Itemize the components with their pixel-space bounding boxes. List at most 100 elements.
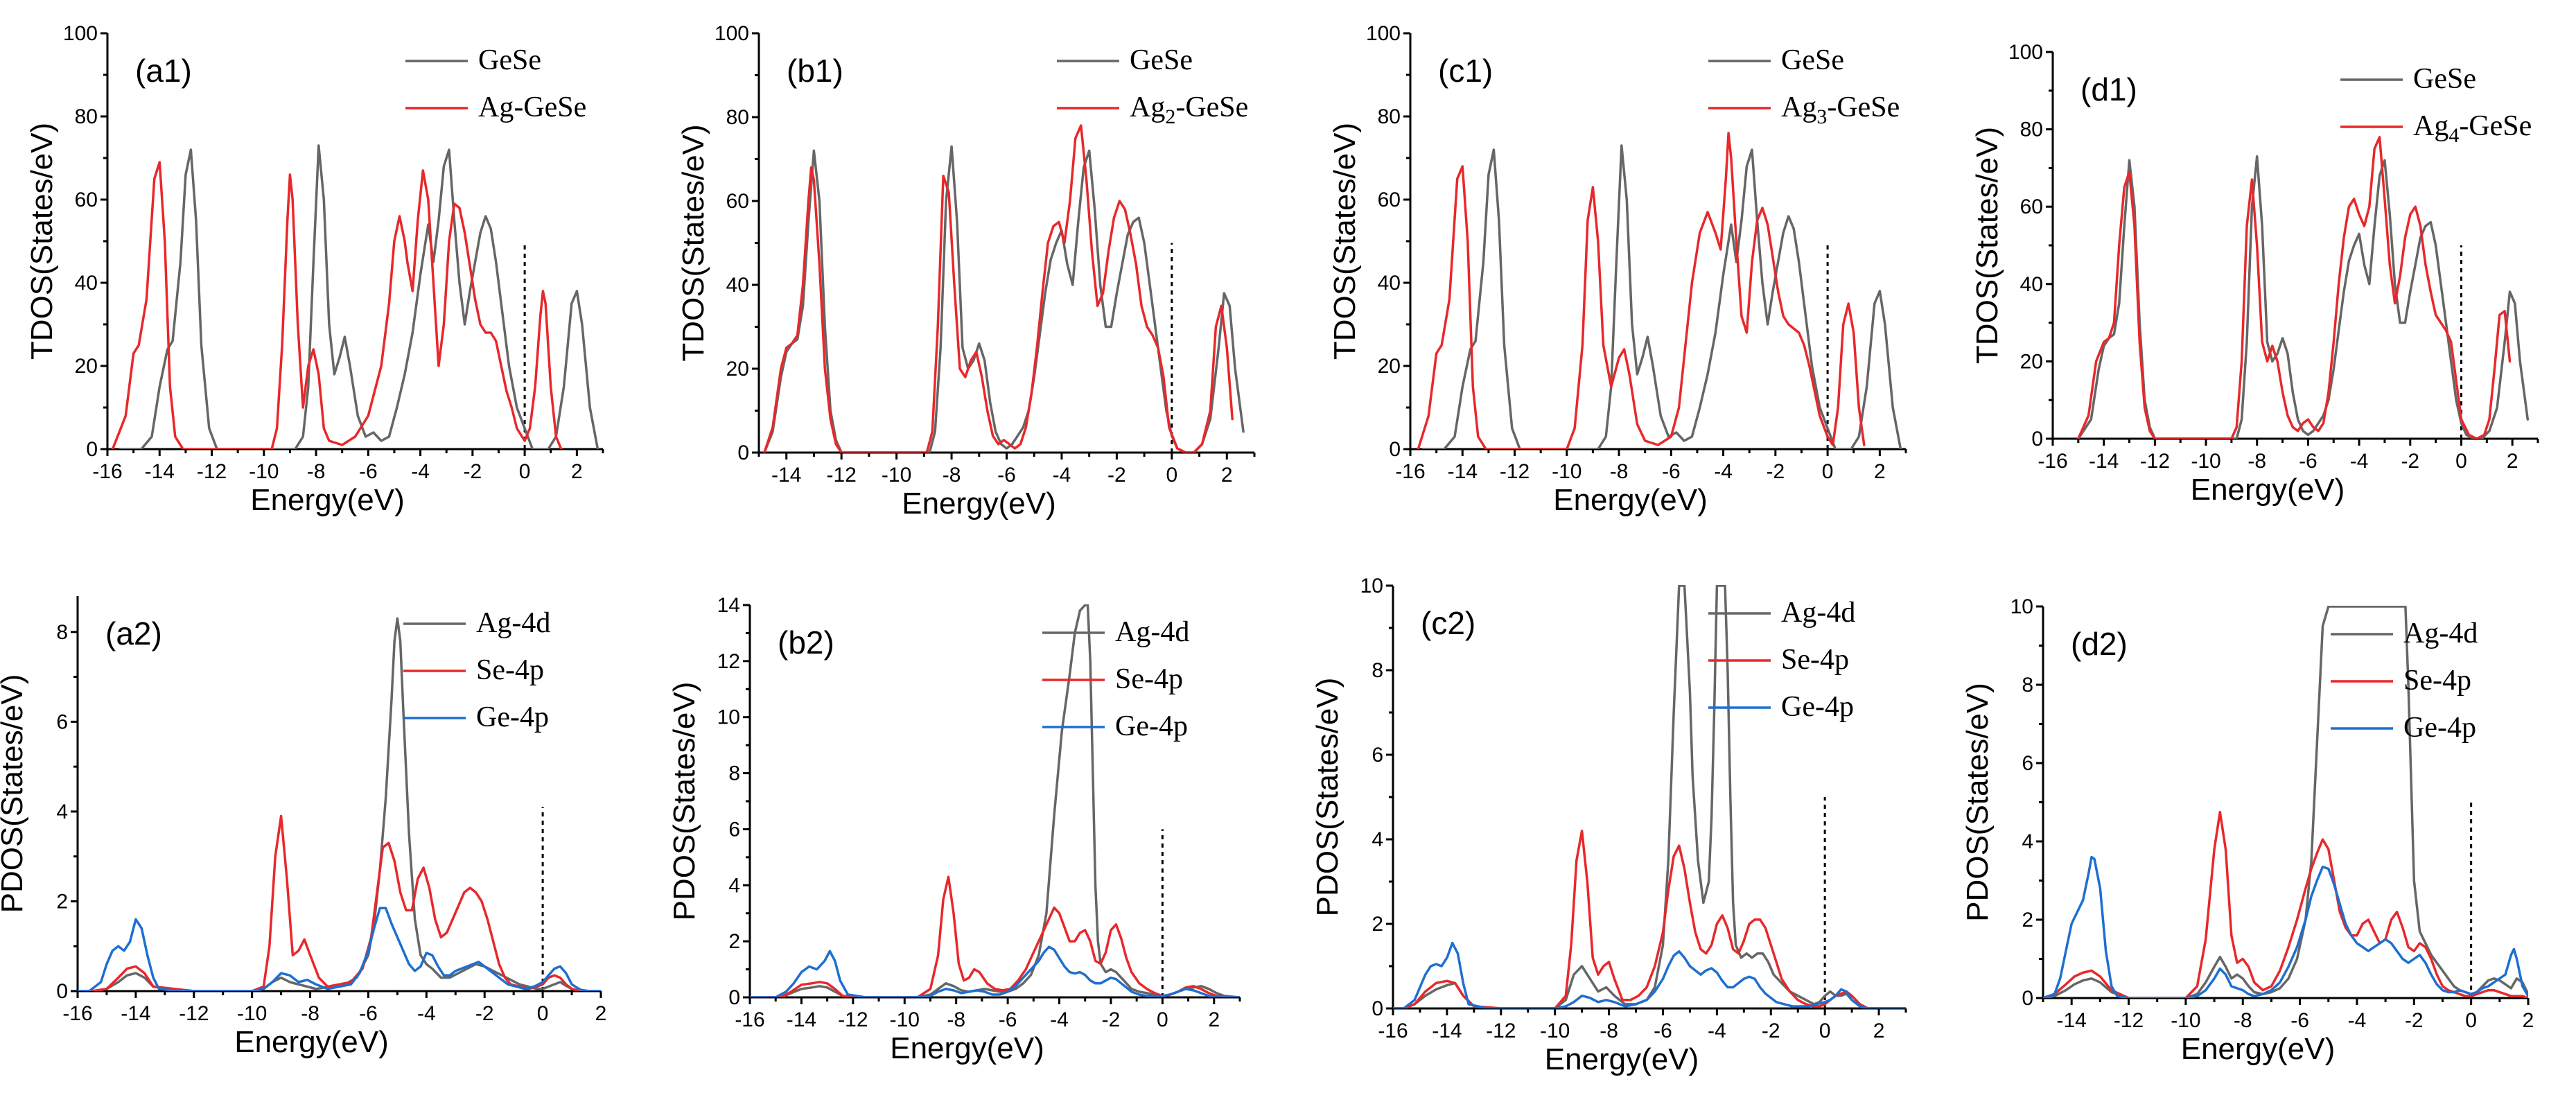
legend-label: Ag-GeSe bbox=[478, 91, 586, 123]
y-axis-title: TDOS(States/eV) bbox=[25, 123, 59, 360]
y-tick-label: 60 bbox=[726, 190, 749, 213]
x-tick-label: -4 bbox=[1708, 1020, 1726, 1042]
chart-panel-b2: -16 -14 -12 -10 -8 -6 -4 -2 0 2 0 2 4 6 8 10 12 14 Energy(… bbox=[667, 594, 1241, 1065]
series-line-gese bbox=[1422, 144, 1902, 449]
y-tick-label: 8 bbox=[1372, 659, 1383, 682]
y-tick-label: 40 bbox=[726, 274, 749, 297]
series-group bbox=[1393, 585, 1906, 1008]
y-tick-label: 40 bbox=[1378, 272, 1401, 295]
x-tick-label: 0 bbox=[2465, 1009, 2477, 1032]
x-tick-label: -8 bbox=[1600, 1020, 1618, 1042]
legend-label: Ge-4p bbox=[476, 701, 549, 733]
series-line-ag2-gese bbox=[763, 124, 1234, 453]
y-tick-label: 14 bbox=[717, 594, 740, 617]
x-tick-label: -14 bbox=[2089, 450, 2119, 473]
panel-label: (a1) bbox=[135, 53, 192, 89]
y-axis-title: TDOS(States/eV) bbox=[1970, 127, 2004, 364]
y-axis-title: PDOS(States/eV) bbox=[1311, 678, 1344, 917]
x-tick-label: -6 bbox=[999, 1008, 1017, 1031]
y-tick-label: 6 bbox=[56, 710, 68, 733]
chart-panel-c2: -16 -14 -12 -10 -8 -6 -4 -2 0 2 0 2 4 6 8 10 Energy(eV) P… bbox=[1311, 575, 1907, 1076]
y-tick-label: 2 bbox=[1372, 913, 1383, 936]
legend-label: GeSe bbox=[2413, 63, 2476, 95]
x-tick-label: 2 bbox=[2507, 450, 2518, 473]
x-axis-title: Energy(eV) bbox=[2191, 473, 2345, 507]
x-tick-label: -10 bbox=[237, 1002, 267, 1025]
legend-label: Ag3-GeSe bbox=[1781, 91, 1900, 128]
x-tick-label: -14 bbox=[2056, 1009, 2086, 1032]
x-tick-label: -4 bbox=[1050, 1008, 1069, 1031]
y-tick-label: 12 bbox=[717, 650, 740, 673]
series-line-gese bbox=[119, 144, 599, 449]
x-tick-label: -6 bbox=[359, 1002, 378, 1025]
x-tick-label: -2 bbox=[475, 1002, 494, 1025]
x-axis-title: Energy(eV) bbox=[234, 1025, 389, 1059]
legend-label: Ge-4p bbox=[1115, 710, 1188, 742]
chart-panel-d1: -16 -14 -12 -10 -8 -6 -4 -2 0 2020406080100Energy… bbox=[1970, 41, 2539, 507]
x-tick-label: 2 bbox=[595, 1002, 607, 1025]
legend-label: Ag-4d bbox=[1115, 616, 1189, 648]
legend-label: Ag-4d bbox=[1781, 597, 1855, 629]
x-tick-label: -2 bbox=[1766, 460, 1785, 483]
y-tick-label: 40 bbox=[2020, 273, 2043, 296]
y-tick-label: 80 bbox=[2020, 119, 2043, 141]
x-tick-label: -12 bbox=[1486, 1020, 1516, 1042]
x-tick-label: -2 bbox=[1102, 1008, 1121, 1031]
series-line-ge-4p bbox=[750, 945, 1240, 997]
x-tick-label: -10 bbox=[249, 460, 279, 483]
x-tick-label: 2 bbox=[1221, 464, 1233, 487]
series-line-ge-4p bbox=[1393, 941, 1906, 1008]
x-tick-label: -12 bbox=[179, 1002, 209, 1025]
legend-label: Ag2-GeSe bbox=[1130, 91, 1248, 128]
y-tick-label: 0 bbox=[1372, 997, 1383, 1020]
x-tick-label: 2 bbox=[1208, 1008, 1220, 1031]
x-tick-label: -4 bbox=[417, 1002, 436, 1025]
x-tick-label: 0 bbox=[1819, 1020, 1831, 1042]
series-line-ag-4d bbox=[78, 617, 601, 991]
legend-label: Ag-4d bbox=[476, 607, 550, 639]
panel-label: (c2) bbox=[1421, 605, 1475, 641]
y-tick-label: 2 bbox=[728, 930, 740, 953]
y-tick-label: 60 bbox=[2020, 195, 2043, 218]
series-line-se-4p bbox=[1393, 830, 1906, 1008]
x-tick-label: -10 bbox=[882, 464, 911, 487]
x-tick-label: -10 bbox=[2171, 1009, 2200, 1032]
x-axis-title: Energy(eV) bbox=[1553, 483, 1708, 517]
x-tick-label: 2 bbox=[1874, 460, 1886, 483]
y-tick-label: 4 bbox=[56, 801, 68, 823]
panel-label: (b2) bbox=[778, 624, 834, 661]
x-tick-label: -12 bbox=[1500, 460, 1530, 483]
y-tick-label: 6 bbox=[1372, 744, 1383, 767]
x-tick-label: -8 bbox=[2234, 1009, 2252, 1032]
x-tick-label: -10 bbox=[1540, 1020, 1570, 1042]
y-tick-label: 2 bbox=[2022, 909, 2033, 932]
x-tick-label: -2 bbox=[1762, 1020, 1780, 1042]
series-group bbox=[750, 604, 1240, 997]
legend-label: Se-4p bbox=[2403, 665, 2471, 697]
x-tick-label: -8 bbox=[301, 1002, 319, 1025]
legend-label: GeSe bbox=[1781, 44, 1844, 76]
x-tick-label: -6 bbox=[2299, 450, 2317, 473]
y-tick-label: 10 bbox=[2010, 595, 2033, 618]
x-tick-label: -16 bbox=[1395, 460, 1425, 483]
series-line-ag4-gese bbox=[2077, 136, 2512, 439]
x-tick-label: 2 bbox=[571, 460, 583, 483]
x-tick-label: 2 bbox=[2523, 1009, 2534, 1032]
y-tick-label: 10 bbox=[717, 706, 740, 729]
x-tick-label: -6 bbox=[1662, 460, 1681, 483]
y-tick-label: 100 bbox=[715, 22, 749, 45]
chart-panel-a2: -16 -14 -12 -10 -8 -6 -4 -2 0 2 0 2 4 6 8 Energy(eV) PDO… bbox=[0, 596, 606, 1059]
y-tick-label: 8 bbox=[2022, 674, 2033, 697]
x-tick-label: -8 bbox=[307, 460, 326, 483]
x-tick-label: -6 bbox=[2290, 1009, 2309, 1032]
y-tick-label: 100 bbox=[2008, 41, 2043, 64]
y-tick-label: 40 bbox=[75, 272, 98, 295]
x-tick-label: -6 bbox=[997, 464, 1016, 487]
x-tick-label: -12 bbox=[826, 464, 856, 487]
y-tick-label: 0 bbox=[1389, 438, 1401, 461]
x-axis-title: Energy(eV) bbox=[1545, 1042, 1699, 1076]
x-tick-label: 0 bbox=[1822, 460, 1834, 483]
series-line-ge-4p bbox=[78, 907, 601, 991]
chart-panel-a1: -16 -14 -12 -10 -8 -6 -4 -2 0 2020406080100Energy… bbox=[25, 22, 604, 517]
